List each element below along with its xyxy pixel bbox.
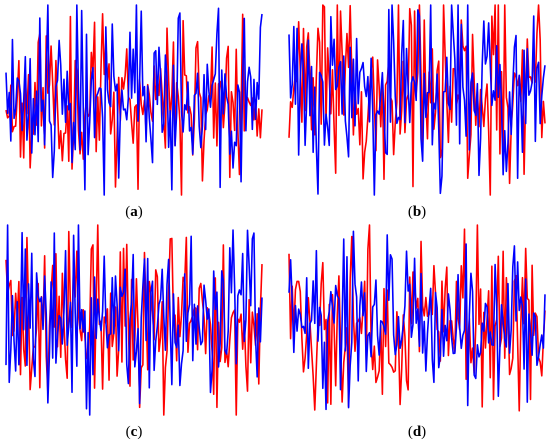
chart-panel-c: [5, 224, 263, 416]
caption-b: (b): [407, 204, 427, 220]
chart-panel-a: [5, 4, 263, 196]
caption-letter-a: a: [130, 204, 138, 220]
series-line-d-red: [288, 224, 546, 412]
caption-c: (c): [125, 424, 143, 440]
series-line-d-blue: [288, 230, 546, 411]
chart-panel-b: [288, 4, 546, 196]
caption-d: (d): [407, 424, 427, 440]
caption-letter-b: b: [412, 204, 422, 220]
caption-a: (a): [125, 204, 143, 220]
series-line-a-blue: [5, 4, 263, 196]
series-line-b-blue: [288, 4, 546, 196]
series-line-c-blue: [5, 224, 263, 416]
caption-letter-d: d: [412, 424, 422, 440]
caption-letter-c: c: [130, 424, 138, 440]
chart-panel-d: [288, 224, 546, 412]
